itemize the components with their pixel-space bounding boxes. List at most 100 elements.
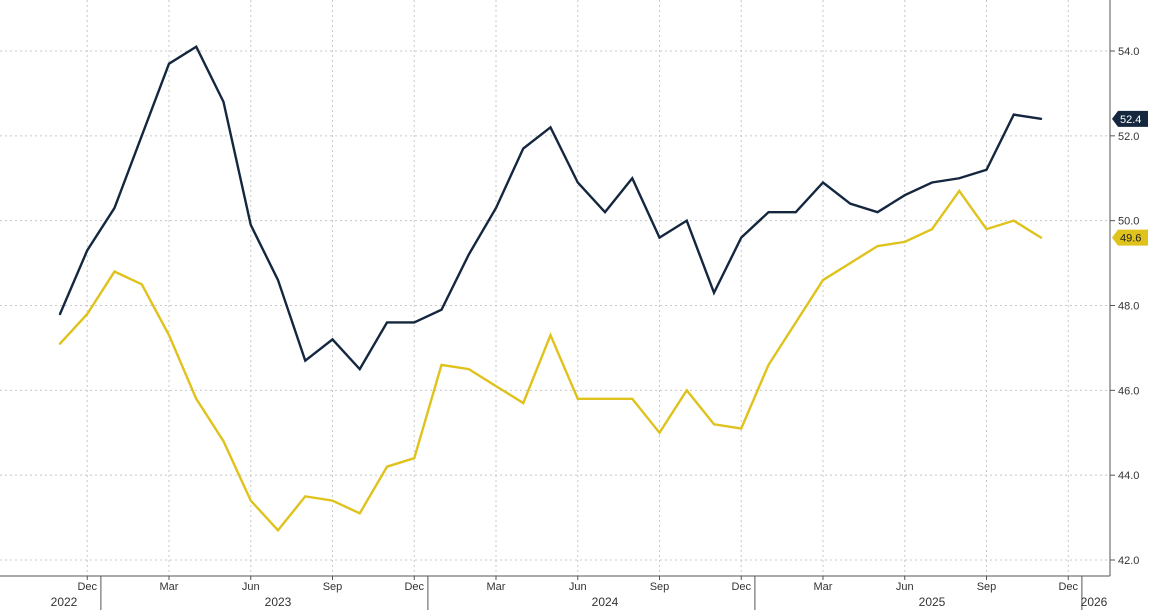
x-tick-label: Dec <box>1058 581 1078 593</box>
data-point-0-5 <box>195 46 197 48</box>
data-point-0-17 <box>522 147 524 149</box>
data-point-0-10 <box>331 338 333 340</box>
data-point-1-18 <box>549 334 551 336</box>
y-tick-label: 44.0 <box>1118 470 1139 482</box>
data-point-1-21 <box>631 398 633 400</box>
data-point-0-35 <box>1013 113 1015 115</box>
data-point-0-33 <box>958 177 960 179</box>
data-point-0-36 <box>1040 118 1042 120</box>
y-tick-label: 50.0 <box>1118 216 1139 228</box>
x-tick-label: Jun <box>242 581 260 593</box>
data-point-1-34 <box>985 228 987 230</box>
data-point-1-19 <box>577 398 579 400</box>
data-point-1-11 <box>359 512 361 514</box>
data-point-1-0 <box>59 342 61 344</box>
x-tick-label: Jun <box>569 581 587 593</box>
data-point-1-30 <box>876 245 878 247</box>
data-point-0-23 <box>686 219 688 221</box>
data-point-1-14 <box>440 364 442 366</box>
data-point-0-8 <box>277 279 279 281</box>
end-value-flag-1 <box>1112 229 1148 246</box>
data-point-0-4 <box>168 63 170 65</box>
data-point-1-35 <box>1013 219 1015 221</box>
y-tick-label: 46.0 <box>1118 385 1139 397</box>
data-point-0-12 <box>386 321 388 323</box>
x-tick-label: Dec <box>404 581 424 593</box>
data-point-1-31 <box>904 241 906 243</box>
x-tick-label: Mar <box>487 581 506 593</box>
data-point-0-24 <box>713 292 715 294</box>
data-point-0-19 <box>577 181 579 183</box>
x-tick-label: Jun <box>896 581 914 593</box>
data-point-0-34 <box>985 169 987 171</box>
y-tick-label: 42.0 <box>1118 555 1139 567</box>
data-point-0-31 <box>904 194 906 196</box>
x-tick-label: Mar <box>814 581 833 593</box>
x-tick-label: Sep <box>323 581 343 593</box>
end-value-label-1: 49.6 <box>1120 233 1141 245</box>
series-layer <box>58 45 1043 533</box>
y-tick-label: 52.0 <box>1118 131 1139 143</box>
data-point-1-32 <box>931 228 933 230</box>
data-point-1-29 <box>849 262 851 264</box>
data-point-0-9 <box>304 359 306 361</box>
x-year-label: 2026 <box>1081 595 1108 609</box>
data-point-0-16 <box>495 207 497 209</box>
data-point-1-17 <box>522 402 524 404</box>
data-point-0-15 <box>468 253 470 255</box>
data-point-0-30 <box>876 211 878 213</box>
data-point-1-3 <box>141 283 143 285</box>
data-point-0-25 <box>740 236 742 238</box>
x-year-label: 2025 <box>919 595 946 609</box>
data-point-0-22 <box>658 236 660 238</box>
x-tick-label: Dec <box>77 581 97 593</box>
data-point-0-2 <box>113 207 115 209</box>
data-point-1-7 <box>250 499 252 501</box>
series-line-0 <box>58 45 1043 372</box>
data-point-1-10 <box>331 499 333 501</box>
data-point-1-22 <box>658 432 660 434</box>
data-point-1-1 <box>86 313 88 315</box>
data-point-1-15 <box>468 368 470 370</box>
data-point-0-32 <box>931 181 933 183</box>
data-point-0-0 <box>59 313 61 315</box>
data-point-1-12 <box>386 465 388 467</box>
data-point-1-16 <box>495 385 497 387</box>
series-line-1 <box>58 188 1043 533</box>
data-point-1-23 <box>686 389 688 391</box>
data-point-1-28 <box>822 279 824 281</box>
data-point-1-2 <box>113 270 115 272</box>
data-point-1-26 <box>767 364 769 366</box>
data-point-0-29 <box>849 203 851 205</box>
data-point-0-6 <box>222 101 224 103</box>
data-point-0-3 <box>141 135 143 137</box>
data-point-1-25 <box>740 427 742 429</box>
data-point-0-26 <box>767 211 769 213</box>
data-point-0-28 <box>822 181 824 183</box>
data-point-1-27 <box>795 321 797 323</box>
y-tick-label: 54.0 <box>1118 46 1139 58</box>
data-point-1-24 <box>713 423 715 425</box>
data-point-1-4 <box>168 334 170 336</box>
data-point-1-6 <box>222 440 224 442</box>
data-point-0-27 <box>795 211 797 213</box>
data-point-1-5 <box>195 398 197 400</box>
data-point-0-7 <box>250 224 252 226</box>
end-value-label-0: 52.4 <box>1120 114 1141 126</box>
end-value-flag-0 <box>1112 110 1148 127</box>
label-layer: 52.4 49.6 <box>1112 110 1148 246</box>
data-point-0-11 <box>359 368 361 370</box>
x-year-label: 2022 <box>51 595 78 609</box>
data-point-0-21 <box>631 177 633 179</box>
grid-layer <box>0 0 1110 576</box>
data-point-0-18 <box>549 126 551 128</box>
data-point-1-33 <box>958 190 960 192</box>
data-point-1-13 <box>413 457 415 459</box>
data-point-0-20 <box>604 211 606 213</box>
x-tick-label: Mar <box>160 581 179 593</box>
x-year-label: 2024 <box>592 595 619 609</box>
data-point-0-1 <box>86 249 88 251</box>
